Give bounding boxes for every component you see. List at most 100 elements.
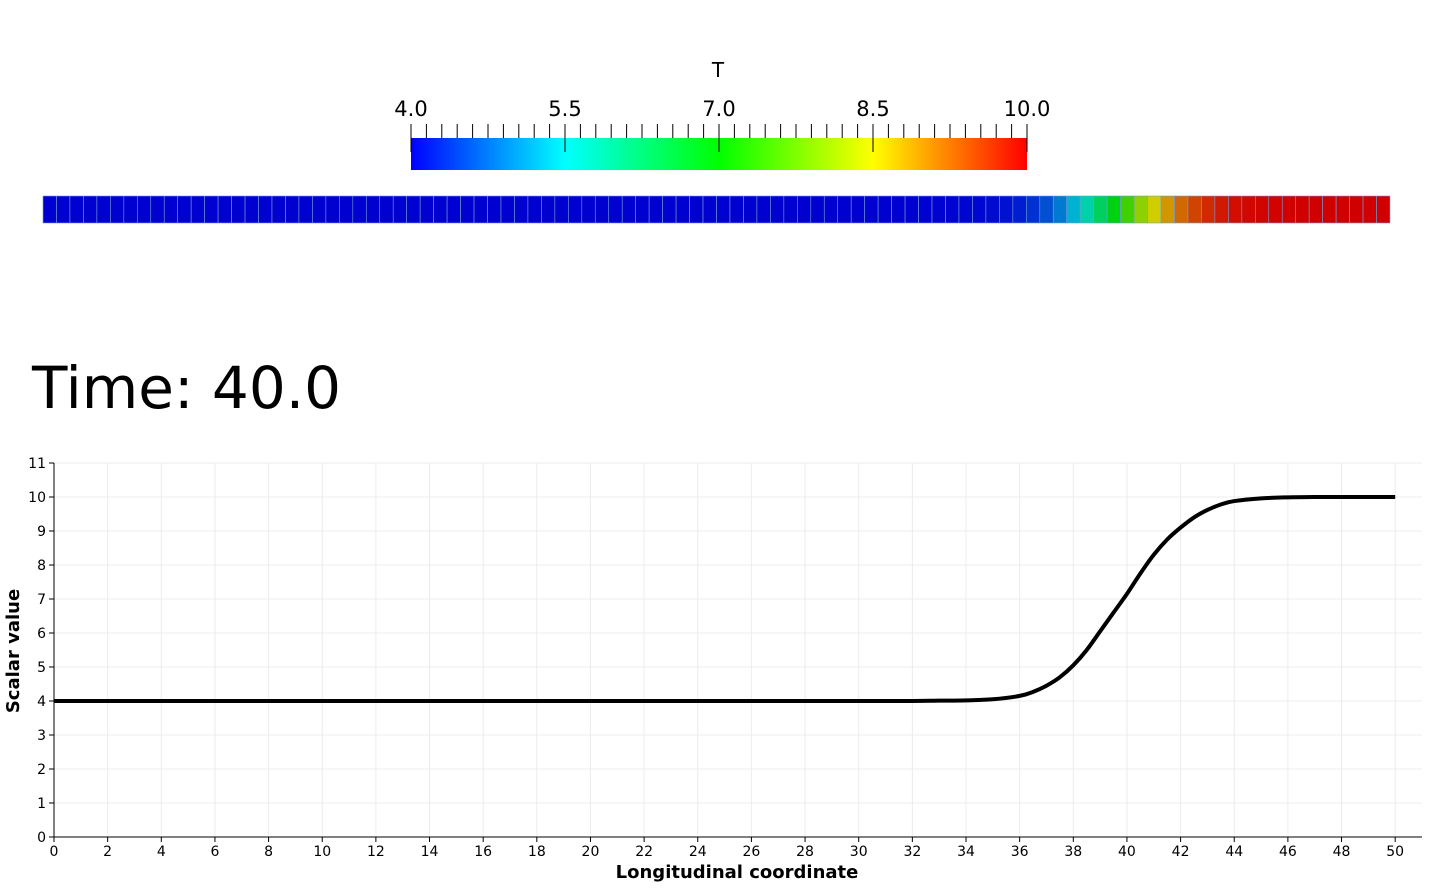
strip-cell [446, 195, 461, 224]
strip-cell [1012, 195, 1027, 224]
strip-cell [797, 195, 812, 224]
x-tick-label: 0 [50, 844, 59, 860]
strip-cell [487, 195, 502, 224]
cell-strip [42, 195, 1391, 224]
strip-cell [1376, 195, 1391, 224]
strip-cell [419, 195, 434, 224]
strip-cell [56, 195, 71, 224]
strip-cell [1349, 195, 1364, 224]
strip-cell [1187, 195, 1202, 224]
line-chart: 0 2 4 6 8 10 12 14 16 18 20 22 24 26 28 30 32 34 36 38 40 42 4… [3, 456, 1422, 883]
x-tick-label: 36 [1011, 844, 1029, 860]
strip-cell [352, 195, 367, 224]
strip-cell [1241, 195, 1256, 224]
y-tick-label: 7 [37, 592, 46, 608]
x-tick-label: 6 [210, 844, 219, 860]
strip-cell [1281, 195, 1297, 224]
strip-cell [1052, 195, 1068, 224]
strip-cell [608, 195, 623, 224]
strip-cell [783, 195, 798, 224]
strip-cell [823, 195, 839, 224]
strip-cell [770, 195, 785, 224]
x-tick-label: 8 [264, 844, 273, 860]
strip-cell [1079, 195, 1094, 224]
x-tick-label: 34 [957, 844, 975, 860]
strip-cell [1308, 195, 1323, 224]
strip-cell [554, 195, 569, 224]
strip-cell [1147, 195, 1162, 224]
strip-cell [123, 195, 138, 224]
strip-cell [1335, 195, 1350, 224]
strip-cell [177, 195, 192, 224]
colorbar-tick-label: 5.5 [548, 97, 581, 121]
strip-cell [702, 195, 717, 224]
strip-cell [918, 195, 933, 224]
strip-cell [1106, 195, 1121, 224]
strip-cell [1228, 195, 1243, 224]
strip-cell [271, 195, 286, 224]
strip-cell [1214, 195, 1229, 224]
strip-cell [433, 195, 448, 224]
strip-cell [1133, 195, 1148, 224]
strip-cell [190, 195, 205, 224]
strip-cell [810, 195, 825, 224]
strip-cell [1093, 195, 1108, 224]
strip-cell [1026, 195, 1041, 224]
strip-cell [621, 195, 636, 224]
strip-cell [1295, 195, 1310, 224]
strip-cell [365, 195, 381, 224]
strip-cell [1160, 195, 1175, 224]
strip-cell [217, 195, 232, 224]
strip-cell [581, 195, 596, 224]
strip-cell [379, 195, 394, 224]
strip-cell [1066, 195, 1081, 224]
x-tick-label: 48 [1333, 844, 1351, 860]
strip-cell [850, 195, 865, 224]
x-axis-label: Longitudinal coordinate [616, 862, 859, 883]
strip-cell [258, 195, 273, 224]
strip-cell [931, 195, 946, 224]
strip-cell [999, 195, 1014, 224]
strip-cell [972, 195, 987, 224]
colorbar-tick-label: 8.5 [856, 97, 889, 121]
x-tick-label: 42 [1172, 844, 1190, 860]
strip-cell [163, 195, 178, 224]
colorbar-tick-label: 10.0 [1004, 97, 1051, 121]
series-line [54, 494, 1396, 704]
y-tick-label: 1 [37, 796, 46, 812]
x-tick-label: 44 [1225, 844, 1243, 860]
y-tick-label: 5 [37, 660, 46, 676]
strip-cell [837, 195, 852, 224]
strip-cell [662, 195, 677, 224]
strip-cell [150, 195, 165, 224]
strip-cell [568, 195, 583, 224]
strip-cell [1174, 195, 1189, 224]
colorbar-title: T [711, 58, 725, 82]
strip-cell [541, 195, 556, 224]
y-tick-label: 9 [37, 524, 46, 540]
strip-cell [244, 195, 259, 224]
strip-cell [958, 195, 973, 224]
strip-cell [1255, 195, 1270, 224]
strip-cell [716, 195, 731, 224]
y-tick-label: 11 [28, 456, 46, 472]
strip-cell [985, 195, 1000, 224]
strip-cell [864, 195, 879, 224]
time-label: Time: 40.0 [31, 354, 341, 422]
strip-cell [500, 195, 515, 224]
strip-cell [473, 195, 488, 224]
x-tick-label: 2 [103, 844, 112, 860]
x-tick-label: 38 [1064, 844, 1082, 860]
strip-cell [298, 195, 313, 224]
strip-cell [406, 195, 421, 224]
strip-cell [891, 195, 906, 224]
x-tick-label: 30 [850, 844, 868, 860]
strip-cell [96, 195, 111, 224]
x-tick-label: 20 [582, 844, 600, 860]
strip-cell [1120, 195, 1135, 224]
y-tick-label: 0 [37, 830, 46, 846]
y-tick-label: 3 [37, 728, 46, 744]
strip-cell [648, 195, 663, 224]
x-tick-label: 22 [635, 844, 653, 860]
